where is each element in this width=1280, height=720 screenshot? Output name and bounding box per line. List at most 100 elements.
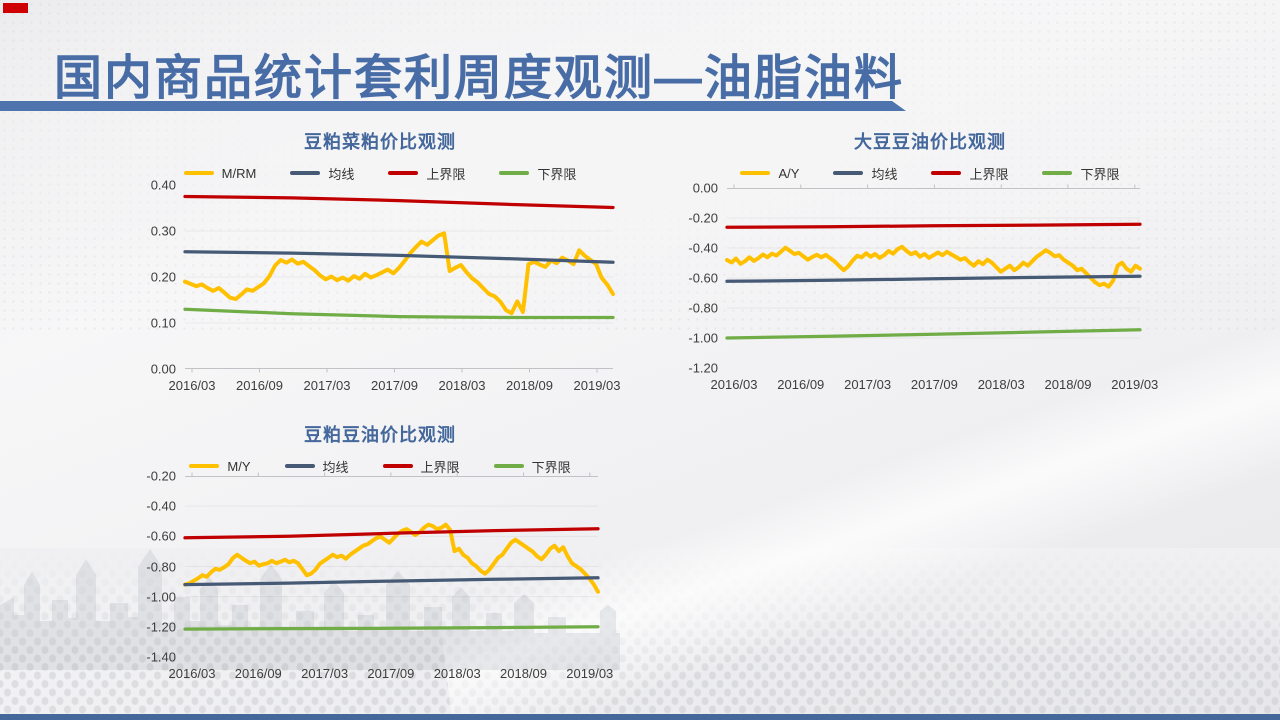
legend-label: M/Y — [227, 458, 251, 474]
legend-item: 均线 — [290, 164, 354, 183]
series-line — [183, 194, 615, 210]
legend-item: 均线 — [833, 164, 897, 183]
legend-swatch — [1042, 171, 1073, 175]
legend-swatch — [284, 464, 315, 468]
y-axis-tick-label: 0.20 — [150, 269, 176, 285]
legend-swatch — [740, 171, 771, 175]
y-axis-tick-label: -1.00 — [688, 330, 718, 346]
legend-item: 下界限 — [493, 457, 571, 476]
chart-title: 豆粕豆油价比观测 — [304, 425, 456, 445]
legend-item: M/RM — [183, 166, 256, 181]
legend-swatch — [931, 171, 962, 175]
legend-label: 下界限 — [531, 459, 571, 475]
chart-title: 豆粕菜粕价比观测 — [304, 132, 456, 152]
y-axis-tick-label: -0.40 — [146, 498, 176, 514]
series-line — [725, 222, 1142, 229]
y-axis-tick-label: -0.80 — [146, 559, 176, 574]
chart-soymeal-rapemeal-ratio: 豆粕菜粕价比观测 M/RM 均线 上界限 下界限 0.40 0.30 0.20 0.10 0.… — [130, 122, 630, 412]
x-axis-tick-label: 2016/03 — [168, 378, 216, 393]
x-axis-tick-label: 2016/09 — [777, 377, 825, 392]
y-axis-tick-label: -1.20 — [146, 619, 176, 635]
series-line — [183, 250, 615, 264]
red-corner-mark — [3, 3, 28, 13]
legend-swatch — [499, 171, 530, 175]
x-axis-line — [185, 368, 613, 373]
legend-item: 下界限 — [499, 164, 576, 183]
y-axis-tick-label: 0.10 — [150, 315, 176, 331]
legend-label: 上界限 — [420, 459, 460, 475]
chart-legend: A/Y 均线 上界限 下界限 — [680, 164, 1180, 182]
y-axis-tick-label: 0.00 — [150, 361, 176, 377]
legend-item: A/Y — [740, 166, 799, 181]
series-line — [725, 274, 1142, 283]
y-axis-tick-label: -0.60 — [688, 270, 718, 286]
legend-label: 均线 — [328, 166, 355, 182]
x-axis-line — [727, 184, 1140, 189]
title-underline-bar — [0, 101, 906, 111]
x-axis-tick-label: 2017/09 — [910, 377, 958, 392]
background-dots-fade — [0, 0, 1280, 330]
x-axis-tick-label: 2018/03 — [433, 666, 481, 681]
y-axis-tick-label: -0.60 — [146, 528, 176, 544]
chart-legend: M/Y 均线 上界限 下界限 — [130, 457, 630, 475]
legend-label: 上界限 — [969, 166, 1009, 182]
y-axis-tick-label: 0.30 — [150, 223, 176, 239]
y-axis-tick-label: 0.40 — [150, 177, 176, 193]
y-axis-tick-label: -1.20 — [688, 360, 718, 376]
x-axis-tick-label: 2017/03 — [301, 666, 349, 681]
chart-legend: M/RM 均线 上界限 下界限 — [130, 164, 630, 182]
chart-plot-area: 0.00 -0.20 -0.40 -0.60 -0.80 -1.00 -1.20 2016/0… — [688, 181, 1158, 393]
legend-swatch — [290, 171, 321, 175]
y-axis-tick-label: 0.00 — [692, 180, 718, 196]
x-axis-tick-label: 2017/09 — [371, 378, 418, 393]
legend-label: 下界限 — [1080, 166, 1120, 182]
legend-item: M/Y — [189, 458, 251, 474]
x-axis-tick-label: 2018/03 — [438, 378, 486, 393]
chart-canvas — [183, 194, 615, 373]
x-axis-tick-label: 2016/03 — [710, 377, 758, 392]
chart-title: 大豆豆油价比观测 — [854, 132, 1006, 152]
legend-label: 下界限 — [537, 166, 577, 182]
series-line — [725, 328, 1142, 340]
chart-soymeal-soyoil-ratio: 豆粕豆油价比观测 M/Y 均线 上界限 下界限 -0.20 -0.40 -0.60 -0.8… — [130, 415, 630, 705]
slide-title: 国内商品统计套利周度观测—油脂油料 — [54, 52, 905, 105]
chart-canvas — [183, 472, 600, 631]
legend-item: 上界限 — [382, 457, 460, 476]
chart-plot-area: 0.40 0.30 0.20 0.10 0.00 2016/03 2016/09 2017/0… — [151, 178, 621, 394]
x-axis-tick-label: 2016/03 — [168, 666, 216, 681]
x-axis-tick-label: 2016/09 — [234, 666, 282, 681]
legend-swatch — [833, 171, 864, 175]
legend-swatch — [382, 464, 413, 468]
footer-bar — [0, 714, 1280, 720]
city-skyline-watermark — [0, 549, 620, 670]
x-axis-tick-label: 2019/03 — [573, 378, 621, 393]
x-axis-tick-label: 2018/09 — [500, 666, 547, 681]
y-axis-tick-label: -1.00 — [146, 589, 176, 605]
legend-swatch — [493, 464, 524, 468]
y-axis-tick-label: -0.40 — [688, 240, 718, 256]
chart-soybean-soyoil-ratio: 大豆豆油价比观测 A/Y 均线 上界限 下界限 0.00 -0.20 -0.40 -0.60… — [680, 122, 1180, 412]
y-axis-tick-label: -0.80 — [688, 300, 718, 316]
legend-swatch — [388, 171, 419, 175]
x-axis-tick-label: 2016/09 — [236, 378, 283, 393]
series-line — [183, 576, 600, 587]
legend-label: 均线 — [871, 166, 898, 182]
x-axis-tick-label: 2019/03 — [566, 666, 614, 681]
x-axis-tick-label: 2017/09 — [367, 666, 415, 681]
y-axis-tick-label: -0.20 — [146, 468, 176, 484]
y-axis-tick-label: -0.20 — [688, 210, 718, 226]
legend-item: 上界限 — [931, 164, 1008, 183]
legend-label: A/Y — [778, 165, 800, 181]
legend-item: 上界限 — [388, 164, 465, 183]
series-line — [183, 231, 615, 316]
x-axis-tick-label: 2017/03 — [844, 377, 892, 392]
series-line — [183, 522, 600, 594]
x-axis-tick-label: 2018/09 — [1044, 377, 1092, 392]
chart-plot-area: -0.20 -0.40 -0.60 -0.80 -1.00 -1.20 -1.40 2016/… — [146, 469, 613, 682]
legend-swatch — [189, 464, 220, 468]
legend-swatch — [183, 171, 214, 175]
legend-label: 上界限 — [426, 166, 466, 182]
x-axis-line — [185, 472, 598, 477]
series-line — [725, 244, 1142, 289]
